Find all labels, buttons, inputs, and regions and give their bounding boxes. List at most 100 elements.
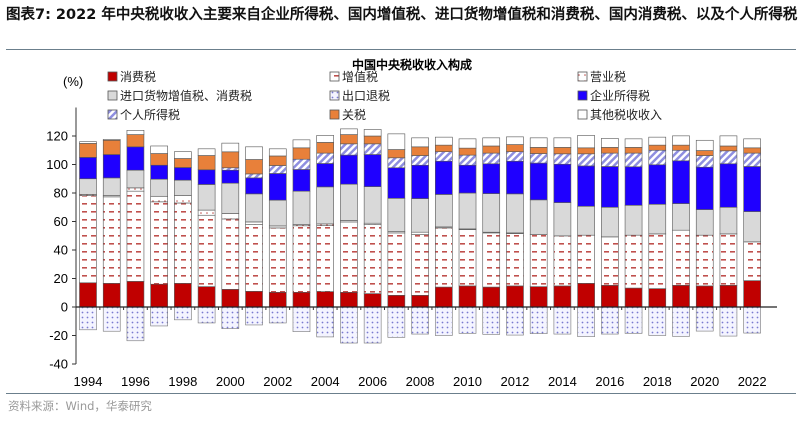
bar-segment-5-2013 [529,153,548,164]
bar-segment-7-2020 [695,139,714,151]
bar-segment-3-2016 [601,206,619,238]
bar-segment-6-2016 [601,147,619,154]
bar-segment-6-2008 [411,146,429,156]
bar-segment-3-2017 [624,204,643,236]
bar-segment-7-1997 [150,145,168,154]
bar-segment-0-2005 [340,292,358,308]
y-tick-label: 80 [54,186,68,201]
bar-segment-export-rebate-2018 [648,306,667,336]
legend-swatch [577,71,588,82]
legend-label: 营业税 [590,70,626,84]
bar-segment-7-2001 [245,146,263,160]
bar-segment-5-2004 [316,152,335,164]
bar-segment-6-2000 [221,151,240,169]
bar-segment-1-2018 [648,233,667,289]
bar-segment-1-2012 [506,233,524,287]
bar-segment-2-1999 [197,209,216,216]
bar-segment-4-2000 [221,169,240,184]
bar-segment-1-2017 [624,234,643,289]
y-axis-unit: (%) [63,74,83,89]
bar-segment-3-1994 [79,178,97,195]
bar-segment-1-2014 [553,235,572,287]
bar-segment-0-1995 [102,283,121,308]
bar-segment-export-rebate-2002 [268,306,287,324]
bar-segment-export-rebate-2022 [743,306,761,334]
bar-segment-3-2002 [268,199,287,227]
bar-segment-0-1997 [150,283,168,308]
bar-segment-6-1995 [102,139,121,155]
bar-segment-1-2016 [601,236,619,286]
bar-segment-1-2010 [458,229,477,287]
legend-swatch [329,71,340,82]
bar-segment-1-2000 [221,218,240,290]
x-tick-label: 2020 [690,374,719,389]
bar-segment-export-rebate-1995 [102,306,121,332]
bar-segment-1-1994 [79,195,97,284]
bar-segment-export-rebate-2013 [529,306,548,334]
bar-segment-3-2019 [672,203,690,231]
bar-segment-4-2016 [601,166,619,208]
bar-segment-3-2022 [743,211,761,243]
legend-swatch [577,90,588,101]
bar-segment-3-2010 [458,192,477,230]
bar-segment-0-2001 [245,291,263,308]
bar-segment-2-1998 [174,195,192,204]
bar-segment-4-2015 [577,165,595,207]
bar-segment-5-2022 [743,152,761,167]
bar-segment-7-2006 [363,129,382,137]
bar-segment-1-2020 [695,234,714,287]
y-tick-label: 20 [54,271,68,286]
x-tick-label: 2010 [453,374,482,389]
bar-segment-7-2002 [268,148,287,157]
bar-segment-export-rebate-1998 [174,306,192,321]
bar-segment-3-1998 [174,179,192,196]
bar-segment-7-2004 [316,135,335,143]
bar-segment-7-2011 [482,137,501,147]
bar-segment-0-2007 [387,295,406,308]
bar-segment-0-2018 [648,288,667,308]
bar-segment-6-2007 [387,149,406,159]
y-tick-label: 60 [54,214,68,229]
bar-segment-7-2015 [577,135,595,149]
bar-segment-3-2006 [363,186,382,224]
bar-segment-7-2016 [601,138,619,148]
bar-segment-0-2011 [482,286,501,308]
bar-segment-6-2010 [458,147,477,156]
bar-segment-6-2002 [268,155,287,166]
legend-label: 进口货物增值税、消费税 [120,88,252,103]
y-tick-label: -20 [49,328,68,343]
bar-segment-5-2005 [340,143,358,156]
bar-segment-6-1994 [79,143,97,158]
legend-label: 消费税 [120,70,156,84]
figure-title: 图表7: 2022 年中央税收收入主要来自企业所得税、国内增值税、进口货物增值税… [6,7,798,23]
bar-segment-0-2015 [577,283,595,308]
bar-segment-0-2022 [743,280,761,308]
bar-segment-export-rebate-2020 [695,306,714,332]
x-tick-label: 2018 [643,374,672,389]
x-tick-label: 2016 [595,374,624,389]
bar-segment-7-2009 [434,136,453,146]
bar-segment-0-2000 [221,289,240,308]
bar-segment-5-2021 [719,150,738,165]
bar-segment-3-2008 [411,198,429,233]
bar-segment-5-2019 [672,149,690,162]
bar-segment-7-2007 [387,133,406,150]
bar-segment-3-2021 [719,206,738,235]
legend-swatch [107,90,118,101]
bar-segment-1-2004 [316,225,335,292]
bar-segment-4-2011 [482,163,501,194]
x-tick-label: 2006 [358,374,387,389]
bar-segment-7-2012 [506,136,524,145]
bar-segment-export-rebate-2012 [506,306,524,336]
bar-segment-4-2010 [458,164,477,194]
bar-segment-0-1994 [79,282,97,308]
bar-segment-export-rebate-2006 [363,306,382,344]
bar-segment-5-2014 [553,153,572,165]
bar-segment-1-2001 [245,224,263,292]
bar-segment-0-1999 [197,286,216,308]
x-tick-label: 2004 [311,374,340,389]
x-tick-label: 2008 [406,374,435,389]
bar-segment-3-2004 [316,186,335,225]
bar-segment-3-2001 [245,193,263,223]
